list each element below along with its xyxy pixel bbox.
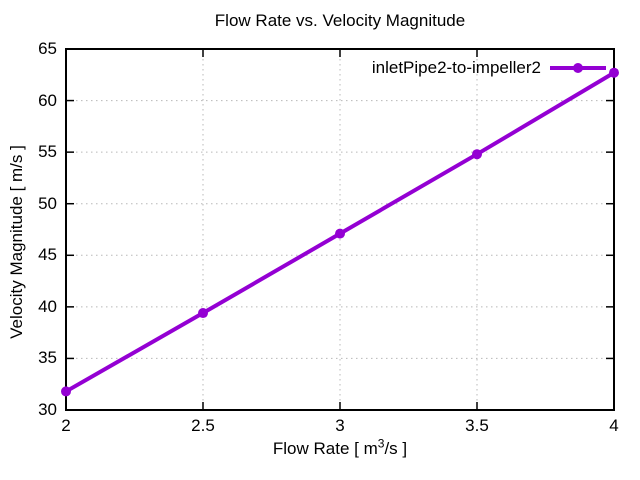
x-axis-label-superscript: 3 [377,436,385,451]
x-tick-label: 4 [609,416,619,435]
x-axis-label-text: Flow Rate [ m [272,439,378,458]
legend-series-label: inletPipe2-to-impeller2 [371,58,541,77]
data-point-marker [609,67,619,78]
x-tick-label: 3.5 [465,416,489,435]
x-axis-label-unit: /s ] [384,439,408,458]
y-tick-label: 40 [38,296,57,316]
y-tick-label: 30 [38,400,57,419]
data-point-marker [61,386,71,397]
data-point-marker [472,149,482,160]
y-axis-label: Velocity Magnitude [ m/s ] [7,145,26,339]
data-point-marker [335,228,345,239]
chart-title: Flow Rate vs. Velocity Magnitude [214,11,466,30]
legend-marker-dot [573,63,583,73]
y-tick-label: 50 [38,193,57,213]
y-tick-label: 60 [38,90,57,110]
legend: inletPipe2-to-impeller2 [372,58,607,78]
x-tick-label: 2 [61,416,71,435]
data-point-marker [198,308,208,319]
x-tick-label: 3 [335,416,345,435]
legend-line-sample [550,63,606,73]
y-tick-label: 65 [38,39,57,58]
plot-border [65,48,615,411]
x-tick-label: 2.5 [191,416,215,435]
y-tick-label: 45 [38,245,57,265]
y-tick-label: 55 [38,142,57,162]
x-axis-label: Flow Rate [ m3/s ] [272,436,408,459]
y-tick-label: 35 [38,348,57,368]
